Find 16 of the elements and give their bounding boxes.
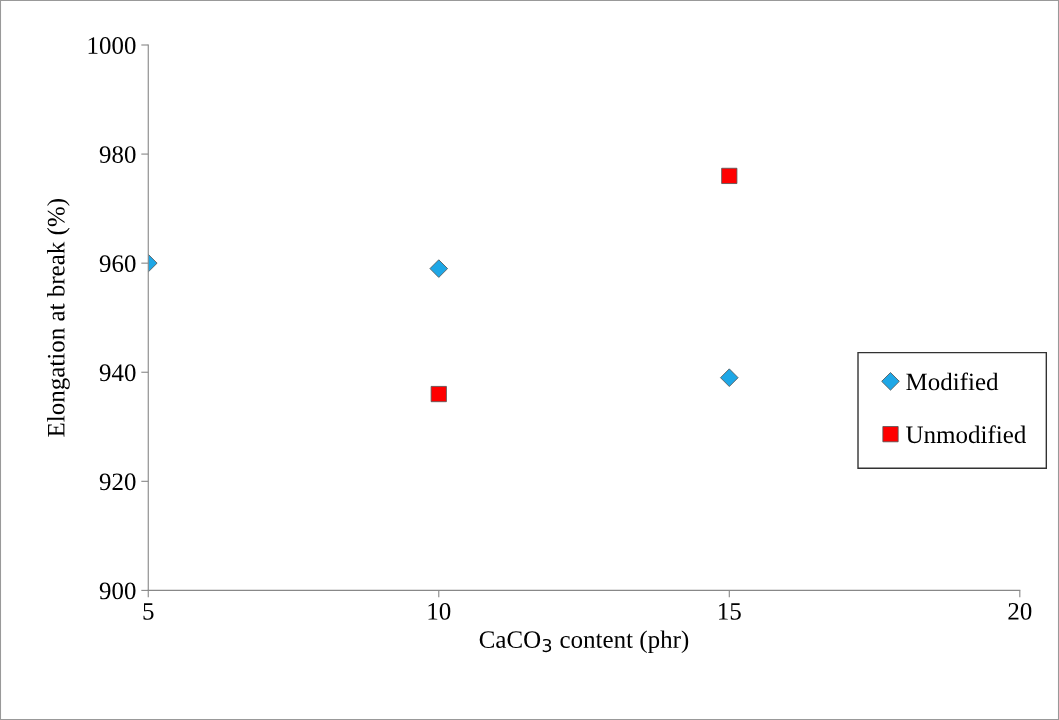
y-tick-label: 940 [99, 364, 136, 382]
x-tick-label: 15 [719, 603, 741, 620]
y-tick-label: 920 [99, 473, 136, 491]
x-tick-label: 5 [143, 603, 154, 620]
point [429, 259, 449, 278]
legend-label: Modified [906, 372, 999, 391]
y-tick-label: 960 [99, 255, 136, 273]
y-tick-label: 980 [99, 146, 136, 163]
point [721, 167, 738, 184]
y-axis-title: Elongation at break (%) [47, 199, 70, 437]
x-axis-title: CaCO$_{3}$ content (phr) [479, 630, 689, 654]
y-tick-label: 900 [99, 582, 136, 600]
x-tick-label: 10 [428, 602, 451, 620]
x-tick-label: 20 [1008, 602, 1032, 620]
y-tick-label: 1000 [88, 37, 136, 54]
legend-label: Unmodified [906, 425, 1027, 444]
